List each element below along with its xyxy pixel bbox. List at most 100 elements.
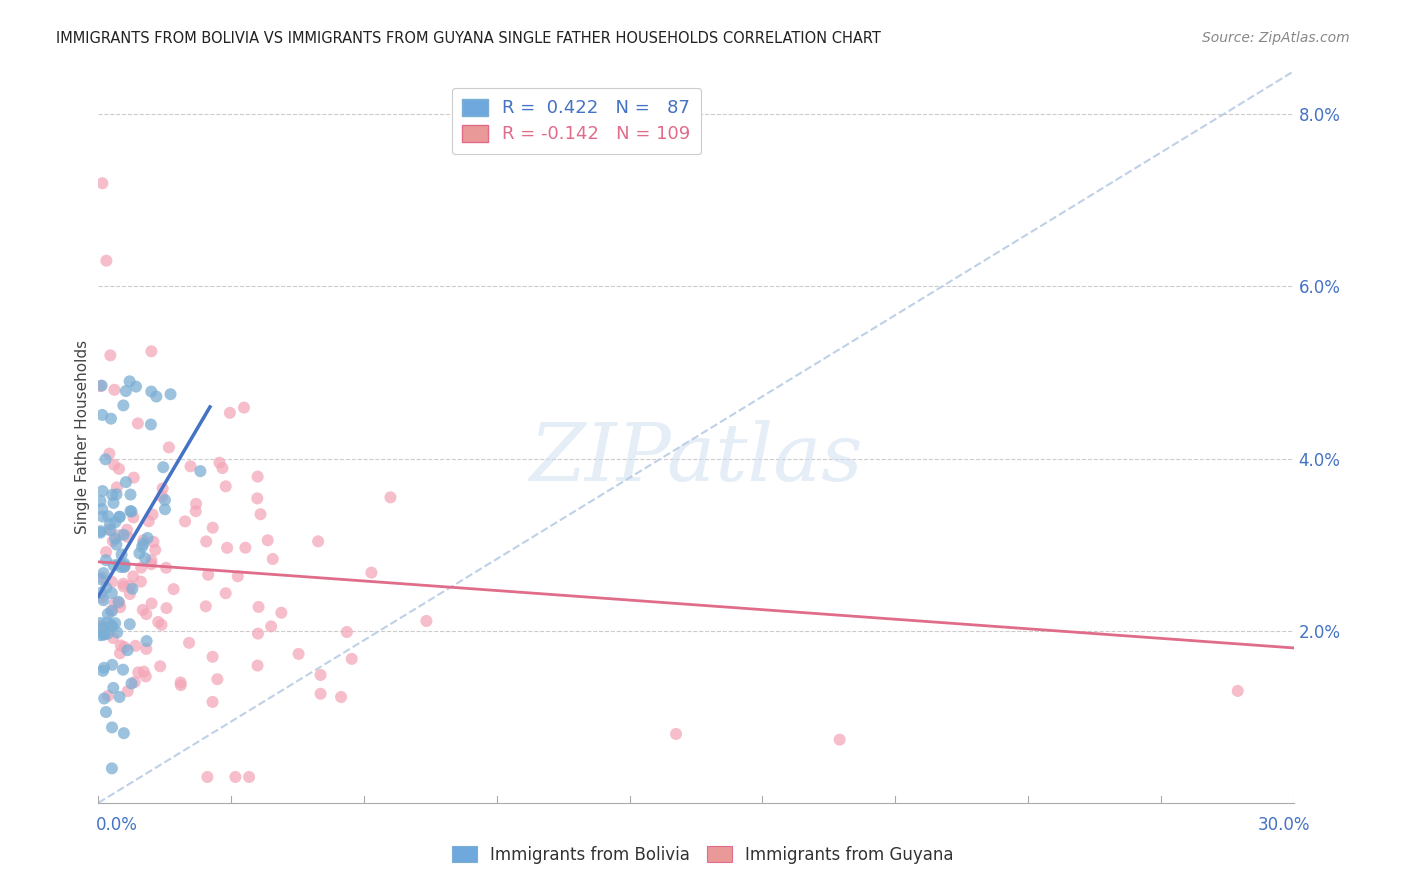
Point (110, 639, 132, 653)
Point (112, 399, 135, 413)
Point (103, 383, 125, 397)
Point (233, 401, 256, 415)
Point (90, 591, 112, 605)
Point (215, 586, 238, 600)
Point (211, 461, 233, 475)
Point (98, 447, 121, 461)
Point (170, 678, 193, 692)
Point (93, 593, 115, 607)
Point (155, 561, 177, 575)
Point (93, 627, 115, 641)
Point (97, 607, 120, 621)
Point (115, 475, 138, 490)
Point (132, 603, 155, 617)
Point (218, 406, 240, 420)
Point (174, 515, 197, 529)
Point (153, 492, 176, 507)
Point (143, 542, 166, 557)
Point (101, 721, 124, 735)
Text: Source: ZipAtlas.com: Source: ZipAtlas.com (1202, 31, 1350, 45)
Point (91, 408, 114, 422)
Point (105, 480, 128, 494)
Point (89, 572, 111, 586)
Point (117, 684, 139, 698)
Point (103, 458, 125, 472)
Point (238, 770, 260, 784)
Point (155, 601, 177, 615)
Point (1226, 684, 1249, 698)
Point (118, 587, 141, 601)
Point (145, 390, 167, 404)
Point (246, 658, 269, 673)
Point (117, 643, 139, 657)
Point (100, 618, 122, 632)
Point (142, 535, 165, 549)
Point (127, 665, 149, 680)
Text: IMMIGRANTS FROM BOLIVIA VS IMMIGRANTS FROM GUYANA SINGLE FATHER HOUSEHOLDS CORRE: IMMIGRANTS FROM BOLIVIA VS IMMIGRANTS FR… (56, 31, 882, 46)
Point (117, 530, 139, 544)
Point (118, 375, 141, 389)
Point (101, 657, 124, 672)
Point (90, 524, 112, 538)
Point (150, 617, 173, 632)
Point (828, 732, 851, 747)
Point (89, 379, 111, 393)
Point (141, 344, 163, 359)
Point (142, 508, 165, 522)
Point (101, 574, 124, 589)
Point (108, 528, 131, 542)
Point (112, 726, 135, 740)
Point (131, 540, 153, 554)
Point (90, 378, 112, 392)
Point (112, 576, 135, 591)
Point (157, 441, 180, 455)
Point (89, 494, 111, 508)
Point (118, 617, 141, 632)
Point (121, 582, 143, 596)
Point (114, 559, 136, 574)
Point (246, 491, 269, 506)
Point (247, 599, 270, 614)
Point (249, 507, 271, 521)
Point (141, 384, 163, 399)
Point (120, 504, 142, 518)
Point (93, 566, 115, 580)
Point (307, 534, 329, 549)
Point (90, 585, 112, 599)
Point (129, 574, 152, 589)
Point (208, 456, 231, 470)
Point (89, 615, 111, 630)
Point (103, 496, 125, 510)
Point (180, 459, 202, 474)
Point (97, 689, 120, 703)
Point (153, 502, 176, 516)
Point (112, 528, 135, 542)
Y-axis label: Single Father Households: Single Father Households (75, 340, 90, 534)
Point (124, 675, 146, 690)
Point (309, 668, 332, 682)
Point (135, 607, 157, 621)
Point (91, 664, 114, 678)
Point (114, 557, 136, 571)
Point (101, 619, 124, 633)
Point (108, 690, 131, 704)
Point (107, 595, 129, 609)
Point (120, 579, 142, 593)
Point (94, 452, 117, 467)
Point (134, 551, 156, 566)
Point (194, 599, 217, 614)
Point (112, 559, 135, 574)
Point (309, 687, 332, 701)
Point (330, 690, 353, 704)
Point (246, 626, 269, 640)
Point (184, 504, 207, 518)
Point (217, 541, 239, 555)
Point (122, 569, 145, 583)
Point (207, 672, 229, 686)
Point (98, 348, 122, 362)
Point (122, 510, 145, 524)
Point (108, 600, 131, 615)
Legend: R =  0.422   N =   87, R = -0.142   N = 109: R = 0.422 N = 87, R = -0.142 N = 109 (451, 87, 702, 154)
Point (108, 557, 131, 571)
Point (91, 621, 114, 635)
